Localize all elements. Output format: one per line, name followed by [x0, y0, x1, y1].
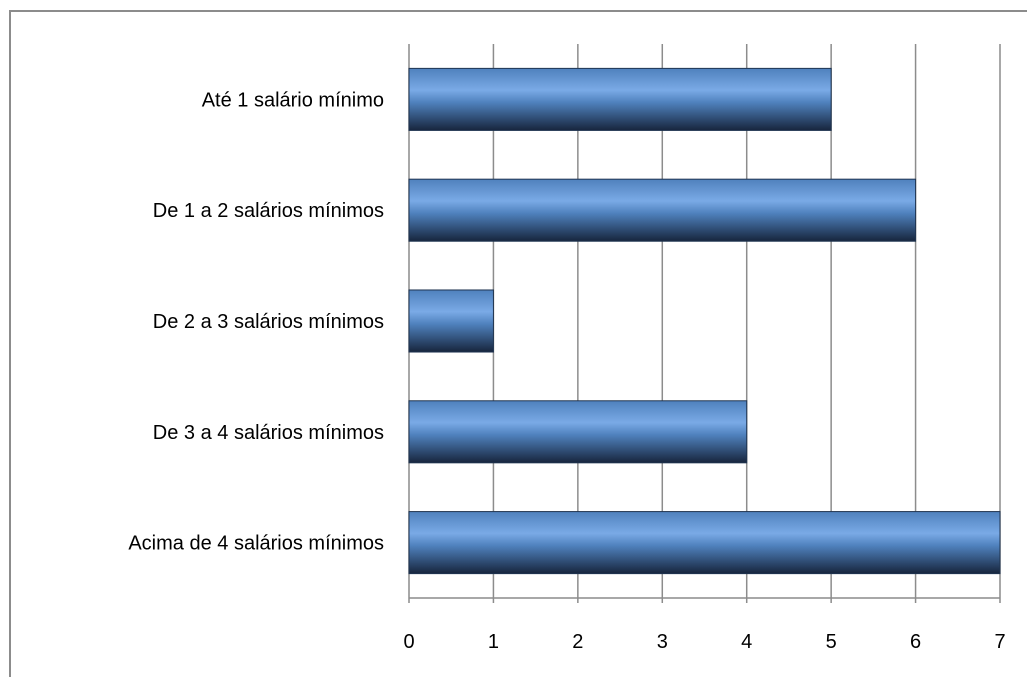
x-tick-label: 6	[910, 631, 921, 653]
bar	[408, 67, 832, 131]
bar	[408, 400, 748, 464]
category-label: De 1 a 2 salários mínimos	[153, 200, 384, 222]
x-tick-label: 3	[657, 631, 668, 653]
x-tick-label: 4	[741, 631, 752, 653]
x-tick-label: 5	[826, 631, 837, 653]
x-tick-label: 2	[572, 631, 583, 653]
bar	[408, 178, 917, 242]
x-tick-label: 0	[403, 631, 414, 653]
category-label: Acima de 4 salários mínimos	[128, 533, 384, 555]
bar	[408, 289, 494, 353]
bar	[408, 511, 1001, 575]
x-tick-label: 7	[994, 631, 1005, 653]
x-tick-label: 1	[488, 631, 499, 653]
category-label: De 3 a 4 salários mínimos	[153, 422, 384, 444]
category-label: Até 1 salário mínimo	[202, 89, 384, 111]
category-label: De 2 a 3 salários mínimos	[153, 311, 384, 333]
